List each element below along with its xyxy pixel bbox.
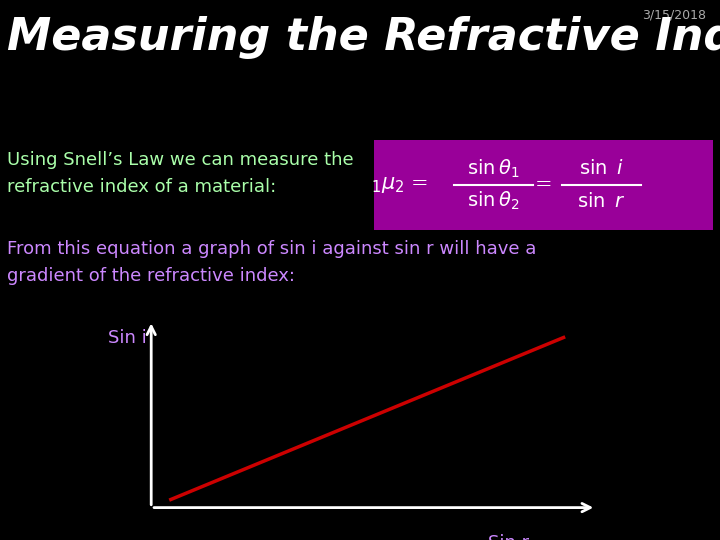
Text: Sin i: Sin i (108, 329, 147, 347)
Text: 3/15/2018: 3/15/2018 (642, 8, 706, 21)
Text: =: = (535, 176, 552, 194)
Text: $\sin\theta_2$: $\sin\theta_2$ (467, 190, 519, 212)
Text: Sin r: Sin r (488, 535, 529, 540)
Text: $_1\mu_2$ =: $_1\mu_2$ = (371, 175, 428, 195)
Text: Using Snell’s Law we can measure the
refractive index of a material:: Using Snell’s Law we can measure the ref… (7, 151, 354, 195)
Text: From this equation a graph of sin i against sin r will have a
gradient of the re: From this equation a graph of sin i agai… (7, 240, 536, 285)
Text: $\sin\ i$: $\sin\ i$ (579, 159, 624, 178)
Text: $\sin\ r$: $\sin\ r$ (577, 192, 626, 211)
Text: Measuring the Refractive Index: Measuring the Refractive Index (7, 16, 720, 59)
FancyBboxPatch shape (374, 140, 713, 230)
Text: $\sin\theta_1$: $\sin\theta_1$ (467, 158, 519, 180)
